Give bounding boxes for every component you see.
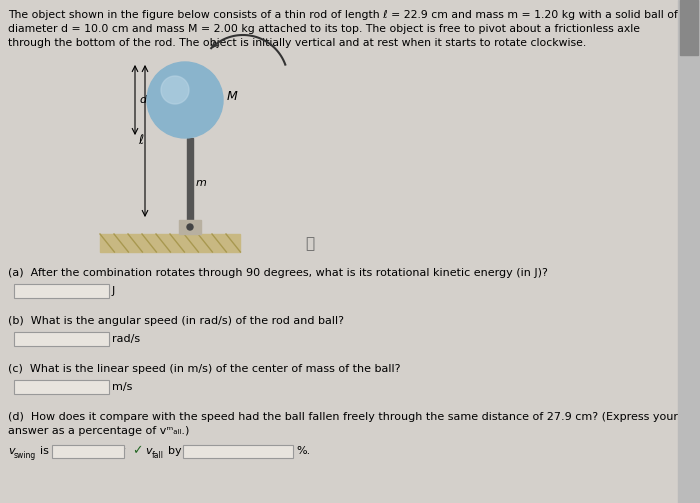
Text: J: J — [112, 286, 116, 296]
Text: (d)  How does it compare with the speed had the ball fallen freely through the s: (d) How does it compare with the speed h… — [8, 412, 678, 422]
Text: greater than: greater than — [55, 447, 108, 456]
Text: ✓: ✓ — [132, 445, 143, 458]
Bar — [52, 445, 124, 458]
Text: ▼: ▼ — [120, 448, 125, 454]
Text: ℓ: ℓ — [138, 134, 143, 147]
Text: (b)  What is the angular speed (in rad/s) of the rod and ball?: (b) What is the angular speed (in rad/s)… — [8, 316, 344, 326]
Text: (c)  What is the linear speed (in m/s) of the center of mass of the ball?: (c) What is the linear speed (in m/s) of… — [8, 364, 400, 374]
Bar — [179, 220, 201, 234]
Text: fall: fall — [152, 451, 164, 460]
Circle shape — [161, 76, 189, 104]
Bar — [14, 332, 109, 346]
Text: m: m — [196, 178, 207, 188]
Text: d: d — [139, 95, 146, 105]
Bar — [678, 0, 700, 503]
Text: v: v — [145, 446, 152, 456]
Bar — [183, 445, 293, 458]
Text: The object shown in the figure below consists of a thin rod of length ℓ = 22.9 c: The object shown in the figure below con… — [8, 10, 678, 20]
Text: ⓘ: ⓘ — [305, 236, 314, 252]
Circle shape — [187, 224, 193, 230]
Text: M: M — [227, 90, 238, 103]
Text: v: v — [8, 446, 15, 456]
Bar — [680, 0, 698, 55]
Circle shape — [147, 62, 223, 138]
Text: swing: swing — [14, 451, 36, 460]
Text: by: by — [168, 446, 181, 456]
Bar — [100, 234, 240, 252]
Text: through the bottom of the rod. The object is initially vertical and at rest when: through the bottom of the rod. The objec… — [8, 38, 587, 48]
Text: diameter d = 10.0 cm and mass M = 2.00 kg attached to its top. The object is fre: diameter d = 10.0 cm and mass M = 2.00 k… — [8, 24, 640, 34]
Text: answer as a percentage of vᵐₐₗₗ.): answer as a percentage of vᵐₐₗₗ.) — [8, 426, 190, 436]
Text: m/s: m/s — [112, 382, 132, 392]
Text: (a)  After the combination rotates through 90 degrees, what is its rotational ki: (a) After the combination rotates throug… — [8, 268, 548, 278]
Text: rad/s: rad/s — [112, 334, 140, 344]
Text: is: is — [40, 446, 49, 456]
Bar — [14, 284, 109, 298]
Bar — [187, 138, 193, 220]
Bar — [14, 380, 109, 394]
Text: %.: %. — [296, 446, 310, 456]
